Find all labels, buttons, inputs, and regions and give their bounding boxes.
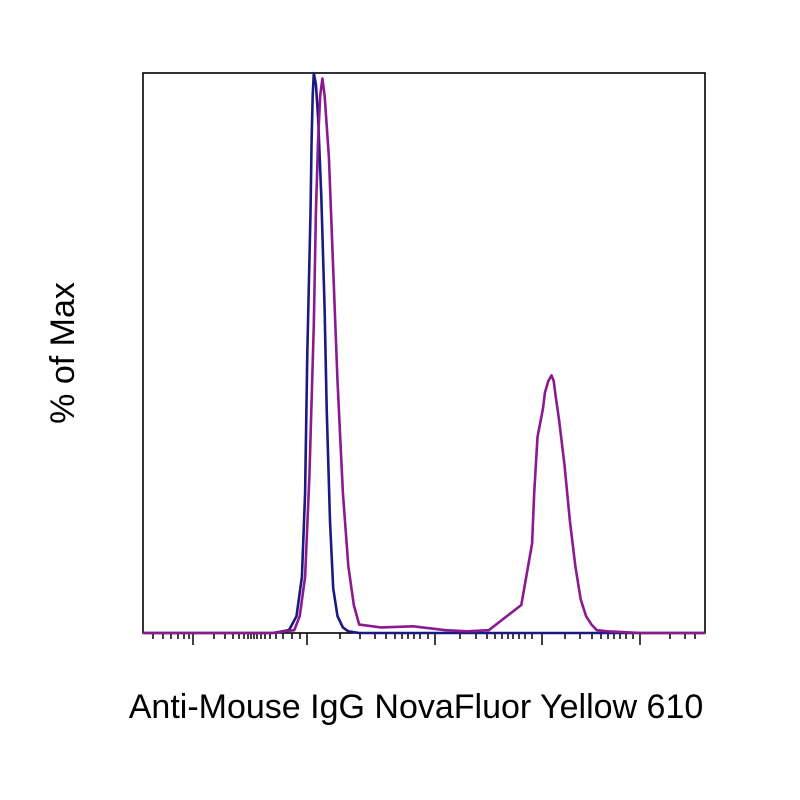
x-axis-ticks	[152, 633, 696, 645]
histogram-series-2	[143, 77, 705, 635]
x-axis-label: Anti-Mouse IgG NovaFluor Yellow 610	[129, 688, 704, 726]
plot-frame	[142, 72, 706, 634]
series-group	[143, 71, 705, 635]
histogram-series-1	[143, 71, 705, 635]
y-axis-label: % of Max	[44, 282, 82, 424]
